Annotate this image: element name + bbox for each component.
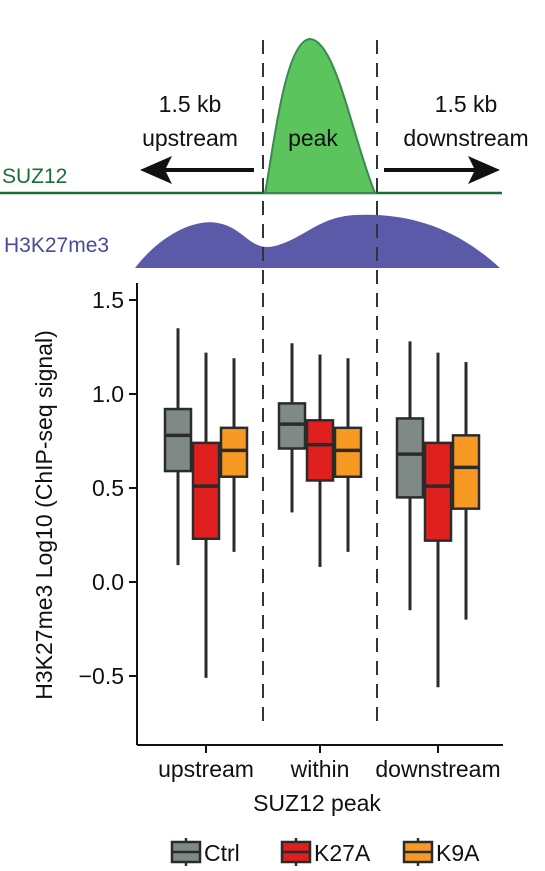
suz12-peak-shape [263, 37, 377, 194]
x-tick-label-within: within [290, 756, 350, 782]
box-iqr [423, 441, 453, 542]
legend-item-ctrl: Ctrl [170, 838, 240, 866]
y-tick-label: −0.5 [79, 663, 124, 689]
y-axis-title: H3K27me3 Log10 (ChIP-seq signal) [31, 330, 57, 699]
x-tick-label-upstream: upstream [158, 756, 254, 782]
upstream-arrow [140, 156, 254, 184]
upstream-label: upstream [142, 125, 238, 151]
legend-label: K9A [436, 840, 480, 866]
box-iqr [333, 426, 363, 478]
box-ctrl-downstream [395, 341, 425, 611]
h3k27me3-coverage-shape [135, 214, 500, 268]
box-k27a-downstream [423, 352, 453, 688]
downstream-label: downstream [403, 125, 528, 151]
peak-label: peak [288, 125, 338, 151]
downstream-distance-label: 1.5 kb [435, 91, 498, 117]
box-plots [163, 328, 481, 688]
box-iqr [277, 402, 307, 450]
y-tick-label: 0.0 [92, 569, 124, 595]
box-k27a-within [305, 354, 335, 567]
box-ctrl-within [277, 343, 307, 513]
box-iqr [163, 407, 193, 473]
y-tick-label: 0.5 [92, 475, 124, 501]
box-iqr [395, 417, 425, 499]
legend-label: Ctrl [204, 840, 240, 866]
y-tick-label: 1.0 [92, 381, 124, 407]
box-iqr [219, 426, 249, 478]
box-iqr [451, 434, 481, 510]
box-ctrl-upstream [163, 328, 193, 566]
x-tick-label-downstream: downstream [375, 756, 500, 782]
legend: Ctrl K27A K9A [170, 838, 480, 866]
box-k9a-upstream [219, 358, 249, 552]
suz12-track-label: SUZ12 [2, 165, 67, 188]
box-iqr [191, 441, 221, 541]
schematic: 1.5 kb upstream peak 1.5 kb downstream S… [0, 37, 529, 268]
downstream-arrow [384, 156, 500, 184]
upstream-distance-label: 1.5 kb [159, 91, 222, 117]
y-axis-ticks: −0.5 0.0 0.5 1.0 1.5 [79, 287, 137, 689]
legend-item-k27a: K27A [280, 838, 371, 866]
box-k9a-downstream [451, 362, 481, 620]
h3k27me3-track-label: H3K27me3 [4, 234, 109, 257]
x-axis-ticks: upstream within downstream [158, 745, 501, 782]
y-tick-label: 1.5 [92, 287, 124, 313]
box-iqr [305, 419, 335, 482]
legend-item-k9a: K9A [402, 838, 480, 866]
legend-label: K27A [314, 840, 371, 866]
box-k9a-within [333, 358, 363, 552]
box-k27a-upstream [191, 352, 221, 678]
x-axis-title: SUZ12 peak [253, 790, 381, 816]
